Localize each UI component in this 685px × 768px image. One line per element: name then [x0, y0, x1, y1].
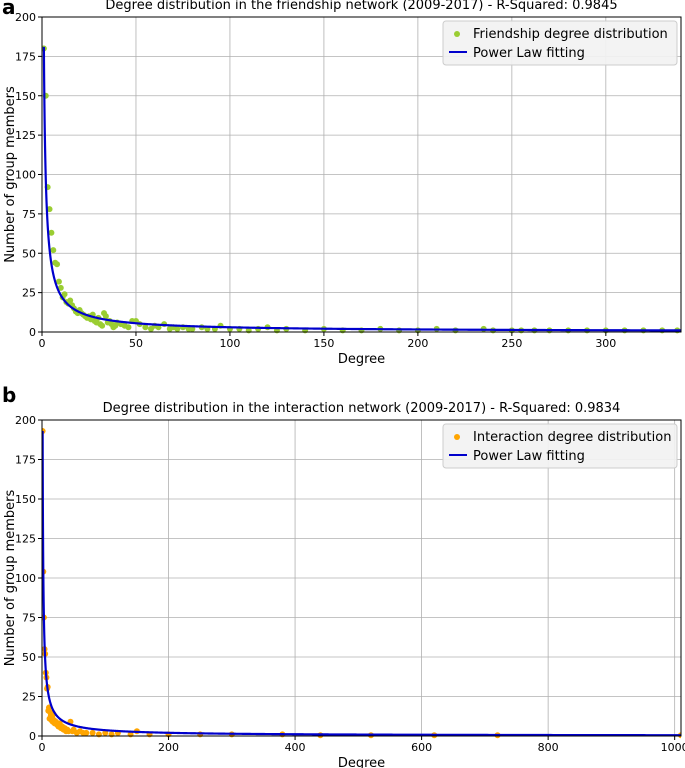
power-law-line [42, 46, 681, 332]
panel-label-b: b [2, 383, 17, 407]
data-point [57, 284, 64, 291]
plot-area [42, 428, 681, 739]
y-tick-label: 175 [15, 454, 36, 467]
chart-title: Degree distribution in the friendship ne… [105, 0, 617, 13]
x-axis-label: Degree [338, 756, 385, 768]
y-tick-label: 50 [22, 247, 36, 260]
x-tick-label: 800 [538, 741, 559, 754]
y-tick-label: 50 [22, 651, 36, 664]
y-tick-label: 25 [22, 287, 36, 300]
legend-box [442, 423, 678, 469]
data-point [83, 729, 90, 736]
y-axis-label: Number of group members [3, 86, 18, 263]
friendship-degree-chart: 0 50 100 150 200 250 300 0 25 50 75 100 125 150 175 200… [3, 0, 682, 367]
y-tick-label: 125 [15, 533, 36, 546]
data-point [89, 729, 96, 736]
legend-label-scatter: Interaction degree distribution [473, 430, 671, 445]
data-point [67, 297, 74, 304]
x-tick-label: 0 [39, 741, 46, 754]
legend-marker-scatter [454, 434, 460, 440]
x-tick-label: 200 [158, 741, 179, 754]
y-tick-label: 75 [22, 208, 36, 221]
data-point [102, 313, 109, 320]
y-tick-label: 75 [22, 612, 36, 625]
data-point [55, 278, 62, 285]
x-tick-label: 50 [129, 337, 143, 350]
y-tick-label: 0 [29, 730, 36, 743]
x-tick-label: 200 [407, 337, 428, 350]
data-point [142, 324, 149, 331]
data-point [108, 731, 115, 738]
data-point [48, 229, 55, 236]
data-point [95, 731, 102, 738]
y-tick-label: 200 [15, 414, 36, 427]
y-tick-label: 100 [15, 169, 36, 182]
x-tick-label: 150 [313, 337, 334, 350]
x-tick-label: 400 [285, 741, 306, 754]
legend-label-scatter: Friendship degree distribution [473, 27, 668, 42]
data-point [125, 324, 132, 331]
y-tick-label: 175 [15, 50, 36, 63]
x-tick-label: 0 [39, 337, 46, 350]
y-tick-label: 150 [15, 493, 36, 506]
x-tick-label: 300 [595, 337, 616, 350]
y-axis-label: Number of group members [3, 489, 18, 666]
y-tick-label: 0 [29, 326, 36, 339]
panel-label-a: a [2, 0, 16, 19]
x-tick-label: 250 [501, 337, 522, 350]
y-tick-label: 100 [15, 572, 36, 585]
chart-title: Degree distribution in the interaction n… [103, 401, 621, 416]
x-tick-label: 100 [219, 337, 240, 350]
data-point [46, 206, 53, 213]
y-tick-label: 200 [15, 11, 36, 24]
data-point [174, 325, 181, 332]
power-law-line [42, 431, 681, 737]
legend-label-line: Power Law fitting [473, 449, 585, 464]
data-point [54, 261, 61, 268]
legend-label-line: Power Law fitting [473, 46, 585, 61]
legend-marker-scatter [454, 31, 460, 37]
x-axis-label: Degree [338, 352, 385, 367]
legend-box [442, 20, 678, 66]
data-point [61, 291, 68, 298]
y-tick-label: 25 [22, 691, 36, 704]
data-point [99, 322, 106, 329]
y-tick-label: 125 [15, 129, 36, 142]
y-tick-label: 150 [15, 90, 36, 103]
plot-area [42, 45, 681, 334]
x-tick-label: 600 [411, 741, 432, 754]
data-point [50, 247, 57, 254]
